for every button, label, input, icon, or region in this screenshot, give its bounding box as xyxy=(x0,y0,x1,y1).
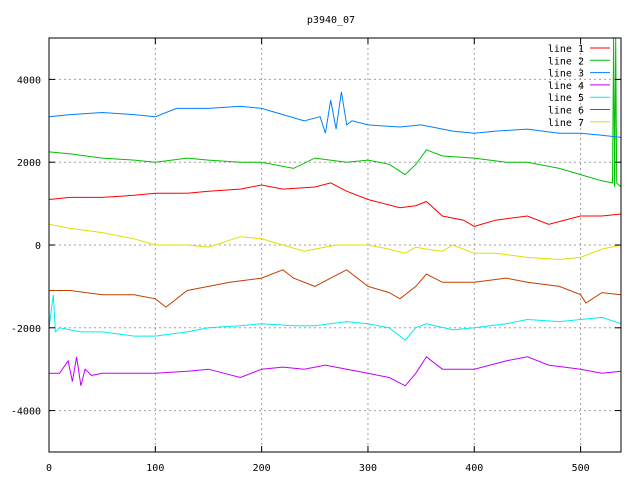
legend-label-2: line 2 xyxy=(548,56,584,67)
x-tick-label: 300 xyxy=(359,463,377,474)
legend-label-1: line 1 xyxy=(548,44,584,55)
y-tick-label: -4000 xyxy=(11,407,41,418)
x-tick-label: 0 xyxy=(46,463,52,474)
y-tick-label: 0 xyxy=(35,241,41,252)
grid xyxy=(49,38,621,452)
series-group xyxy=(48,37,622,387)
legend-label-7: line 7 xyxy=(548,118,584,129)
legend-label-5: line 5 xyxy=(548,93,584,104)
y-tick-label: 4000 xyxy=(17,75,41,86)
series-line-6 xyxy=(49,269,622,308)
x-tick-label: 500 xyxy=(572,463,590,474)
series-line-3 xyxy=(48,91,622,138)
chart-title: p3940_07 xyxy=(307,15,355,26)
x-tick-label: 400 xyxy=(465,463,483,474)
y-tick-label: 2000 xyxy=(17,158,41,169)
x-tick-label: 200 xyxy=(253,463,271,474)
y-tick-label: -2000 xyxy=(11,324,41,335)
legend-label-6: line 6 xyxy=(548,106,584,117)
series-line-2 xyxy=(48,37,622,188)
series-line-1 xyxy=(48,182,622,227)
series-line-5 xyxy=(48,294,622,341)
series-line-7 xyxy=(48,223,622,261)
legend-label-4: line 4 xyxy=(548,81,584,92)
x-tick-label: 100 xyxy=(146,463,164,474)
series-line-4 xyxy=(49,356,622,387)
axis-ticks: 0 100 200 300 400 500 -4000 -2000 0 2000 4000 xyxy=(11,38,621,474)
legend-label-3: line 3 xyxy=(548,69,584,80)
